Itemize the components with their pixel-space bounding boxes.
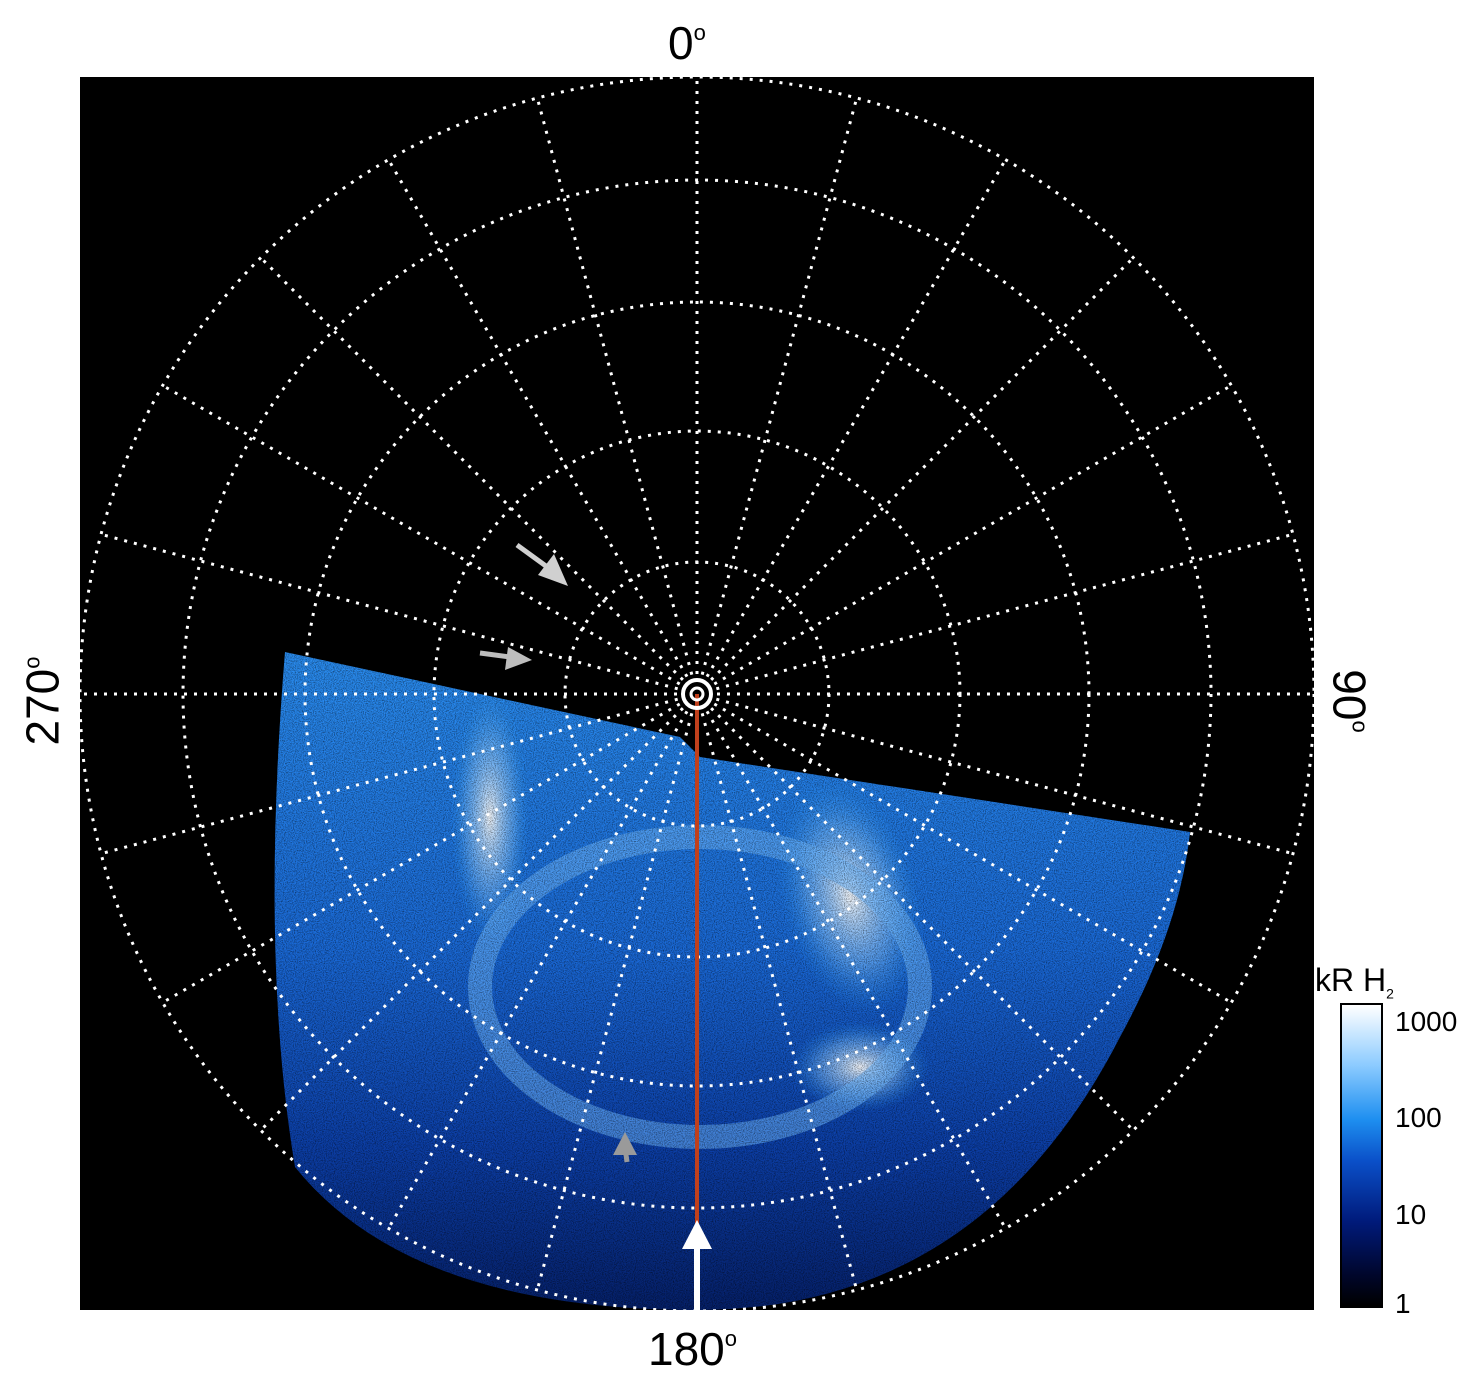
polar-projection-map [78, 75, 1316, 1313]
colorbar [1340, 1003, 1383, 1308]
grid-spoke [387, 158, 689, 678]
grid-spoke [715, 532, 1294, 691]
grid-spoke [705, 158, 1007, 678]
colorbar-title: kR H2 [1315, 962, 1394, 1002]
label-90-deg: 90o [1323, 669, 1376, 733]
pole-marker-icon [681, 678, 713, 710]
grid-spoke [710, 256, 1135, 681]
colorbar-tick-10: 10 [1395, 1199, 1427, 1230]
label-270-deg: 270o [16, 656, 69, 746]
arrow-up-icon [682, 1220, 712, 1310]
grid-spoke [259, 256, 684, 681]
arrow-icon [515, 542, 568, 586]
colorbar-tick-1000: 1000 [1395, 1006, 1458, 1037]
label-180-deg: 180o [648, 1323, 737, 1375]
colorbar-tick-1: 1 [1395, 1288, 1411, 1319]
grid-spoke [713, 384, 1233, 686]
label-0-deg: 0o [668, 17, 706, 69]
grid-spoke [700, 97, 859, 676]
arrow-icon [613, 1132, 637, 1163]
grid-spoke [100, 532, 679, 691]
aurora-image [78, 75, 1316, 1313]
grid-spoke [535, 97, 694, 676]
grid-spoke [161, 384, 681, 686]
grid-circle [181, 178, 1213, 1210]
arrow-icon [479, 647, 532, 670]
colorbar-tick-100: 100 [1395, 1102, 1442, 1133]
